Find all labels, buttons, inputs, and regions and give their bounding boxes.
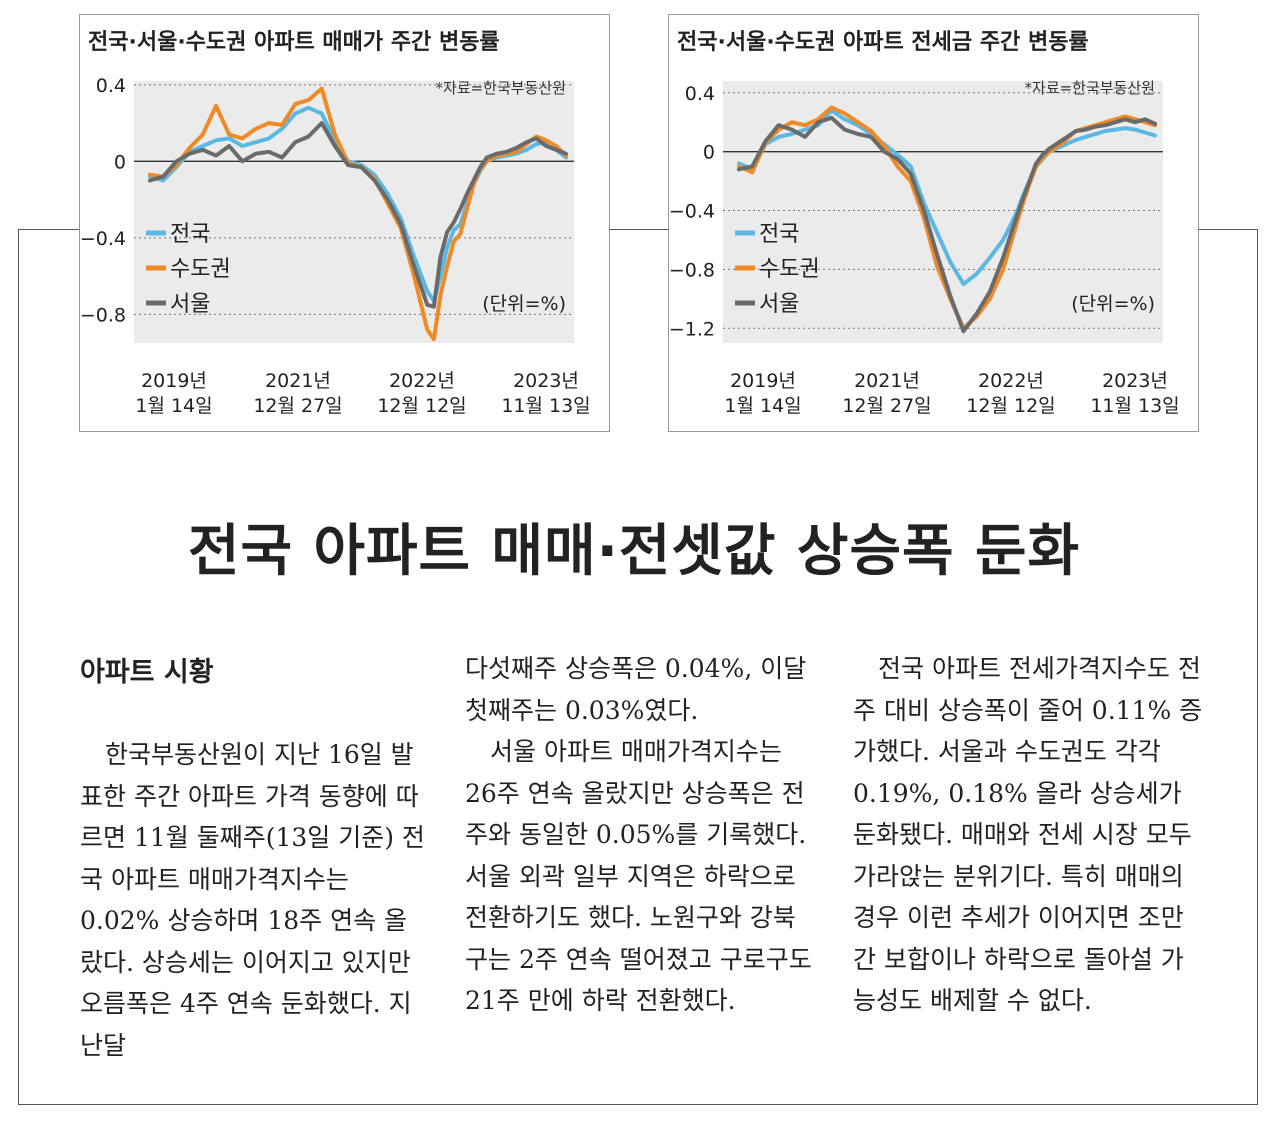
legend-label-metro: 수도권 — [170, 257, 231, 282]
x-tick-date: 12월 12일 — [966, 395, 1055, 417]
chart-source: *자료=한국부동산원 — [436, 79, 566, 97]
legend-label-seoul: 서울 — [170, 292, 210, 317]
y-tick-label: −0.4 — [669, 201, 715, 223]
headline: 전국 아파트 매매·전셋값 상승폭 둔화 — [187, 519, 1081, 584]
y-tick-label: −1.2 — [669, 318, 715, 340]
x-tick-year: 2019년 — [730, 370, 796, 392]
legend-label-metro: 수도권 — [759, 257, 820, 282]
x-tick-date: 11월 13일 — [501, 395, 590, 417]
y-tick-label: −0.4 — [80, 228, 126, 250]
y-tick-label: −0.8 — [80, 304, 126, 326]
x-tick-year: 2022년 — [978, 370, 1044, 392]
article-column-3: 전국 아파트 전세가격지수도 전주 대비 상승폭이 줄어 0.11% 증가했다.… — [853, 648, 1203, 1022]
x-tick-date: 12월 27일 — [842, 395, 931, 417]
legend-label-national: 전국 — [170, 222, 210, 247]
chart-title: 전국·서울·수도권 아파트 매매가 주간 변동률 — [88, 30, 500, 55]
article-column-1: 아파트 시황 한국부동산원이 지난 16일 발표한 주간 아파트 가격 동향에 … — [80, 648, 430, 1066]
section-title: 아파트 시황 — [80, 657, 214, 688]
x-tick-date: 11월 13일 — [1090, 395, 1179, 417]
series-line-seoul — [148, 121, 568, 309]
y-tick-label: 0.4 — [96, 75, 126, 97]
x-tick-year: 2021년 — [265, 370, 331, 392]
jeonse-price-chart: 전국·서울·수도권 아파트 전세금 주간 변동률 *자료=한국부동산원 0.4 0 −0… — [668, 14, 1199, 432]
legend-label-seoul: 서울 — [759, 292, 799, 317]
chart-svg: 전국·서울·수도권 아파트 매매가 주간 변동률 *자료=한국부동산원 0.4 0 −0… — [80, 30, 591, 417]
legend-label-national: 전국 — [759, 222, 799, 247]
series-line-seoul — [737, 115, 1157, 334]
sales-price-chart: 전국·서울·수도권 아파트 매매가 주간 변동률 *자료=한국부동산원 0.4 0 −0… — [79, 14, 610, 432]
x-tick-year: 2019년 — [141, 370, 207, 392]
paragraph-2: 서울 아파트 매매가격지수는 26주 연속 올랐지만 상승폭은 전주와 동일한 … — [465, 737, 820, 1015]
x-tick-year: 2023년 — [513, 370, 579, 392]
paragraph-1: 한국부동산원이 지난 16일 발표한 주간 아파트 가격 동향에 따르면 11월… — [80, 740, 425, 1060]
chart-unit: (단위=%) — [482, 293, 566, 315]
chart-title: 전국·서울·수도권 아파트 전세금 주간 변동률 — [677, 30, 1089, 55]
chart-svg: 전국·서울·수도권 아파트 전세금 주간 변동률 *자료=한국부동산원 0.4 0 −0… — [669, 30, 1180, 417]
y-tick-label: −0.8 — [669, 259, 715, 281]
x-tick-year: 2023년 — [1102, 370, 1168, 392]
article-column-2: 다섯째주 상승폭은 0.04%, 이달 첫째주는 0.03%였다. 서울 아파트… — [465, 648, 815, 1022]
x-tick-date: 1월 14일 — [135, 395, 212, 417]
x-tick-year: 2021년 — [854, 370, 920, 392]
x-tick-date: 12월 27일 — [253, 395, 342, 417]
y-tick-label: 0 — [703, 142, 715, 164]
x-tick-year: 2022년 — [389, 370, 455, 392]
chart-source: *자료=한국부동산원 — [1025, 79, 1155, 97]
paragraph-1-cont: 다섯째주 상승폭은 0.04%, 이달 첫째주는 0.03%였다. — [465, 654, 815, 725]
y-tick-label: 0 — [114, 151, 126, 173]
article-frame — [18, 229, 1258, 1105]
x-tick-date: 12월 12일 — [377, 395, 466, 417]
paragraph-3: 전국 아파트 전세가격지수도 전주 대비 상승폭이 줄어 0.11% 증가했다.… — [853, 654, 1203, 1015]
y-tick-label: 0.4 — [685, 83, 715, 105]
chart-unit: (단위=%) — [1071, 293, 1155, 315]
x-tick-date: 1월 14일 — [724, 395, 801, 417]
